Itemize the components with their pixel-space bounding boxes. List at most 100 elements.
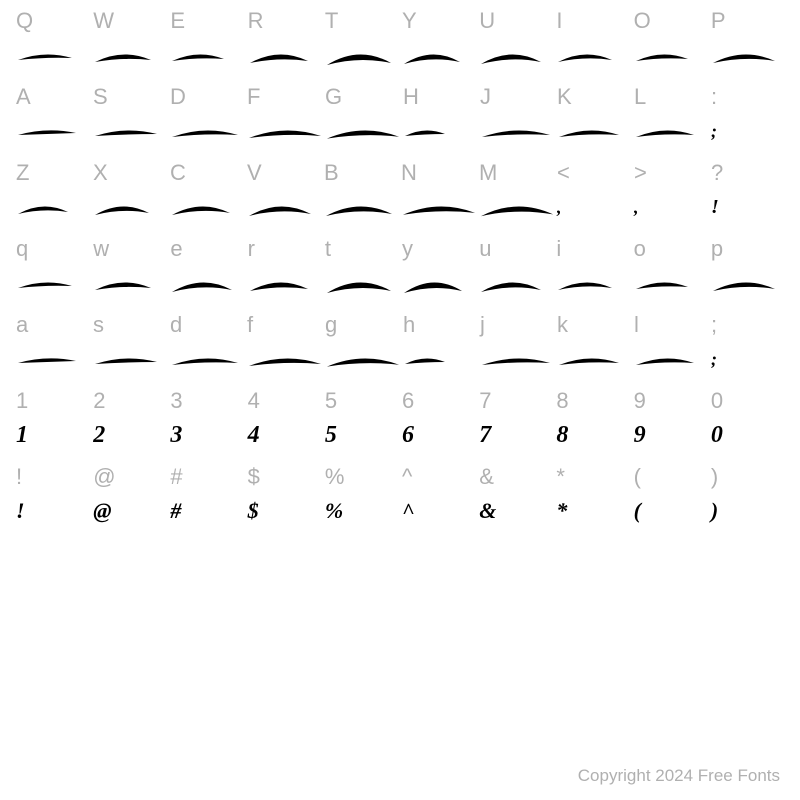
char-label: k xyxy=(555,312,568,336)
char-glyph: ( xyxy=(632,488,709,534)
char-glyph xyxy=(554,32,631,78)
char-cell: T xyxy=(323,8,400,78)
char-row: !!@@##$$%%^^&&**(()) xyxy=(14,464,786,534)
char-label: X xyxy=(91,160,108,184)
char-label: q xyxy=(14,236,28,260)
char-label: A xyxy=(14,84,31,108)
char-label: W xyxy=(91,8,114,32)
char-label: a xyxy=(14,312,28,336)
char-label: r xyxy=(246,236,255,260)
char-glyph xyxy=(168,32,245,78)
char-cell: !! xyxy=(14,464,91,534)
char-label: 8 xyxy=(554,388,568,412)
char-glyph xyxy=(246,32,323,78)
char-cell: )) xyxy=(709,464,786,534)
char-cell: %% xyxy=(323,464,400,534)
char-label: 4 xyxy=(246,388,260,412)
char-glyph: ^ xyxy=(400,488,477,534)
char-label: u xyxy=(477,236,491,260)
char-cell: l xyxy=(632,312,709,382)
char-glyph: ; xyxy=(709,336,786,382)
char-cell: H xyxy=(401,84,478,154)
char-cell: y xyxy=(400,236,477,306)
char-label: ^ xyxy=(400,464,412,488)
char-glyph xyxy=(400,260,477,306)
char-row: ASDFGHJKL:; xyxy=(14,84,786,154)
char-cell: M xyxy=(477,160,555,230)
char-cell: 22 xyxy=(91,388,168,458)
char-label: j xyxy=(478,312,485,336)
char-cell: && xyxy=(477,464,554,534)
char-glyph: , xyxy=(555,184,632,230)
char-cell: t xyxy=(323,236,400,306)
char-glyph xyxy=(478,336,555,382)
char-cell: s xyxy=(91,312,168,382)
char-cell: 00 xyxy=(709,388,786,458)
char-cell: 55 xyxy=(323,388,400,458)
char-glyph xyxy=(91,260,168,306)
char-cell: A xyxy=(14,84,91,154)
char-cell: E xyxy=(168,8,245,78)
char-cell: D xyxy=(168,84,245,154)
char-row: QWERTYUIOP xyxy=(14,8,786,78)
char-glyph xyxy=(168,108,245,154)
char-cell: X xyxy=(91,160,168,230)
char-glyph xyxy=(245,184,322,230)
copyright-text: Copyright 2024 Free Fonts xyxy=(578,766,780,786)
char-cell: 88 xyxy=(554,388,631,458)
char-glyph: 0 xyxy=(709,412,786,458)
char-glyph xyxy=(322,184,399,230)
char-label: C xyxy=(168,160,186,184)
char-label: M xyxy=(477,160,497,184)
char-label: L xyxy=(632,84,646,108)
char-glyph xyxy=(91,108,168,154)
char-glyph: 2 xyxy=(91,412,168,458)
char-cell: <, xyxy=(555,160,632,230)
char-cell: $$ xyxy=(246,464,323,534)
char-label: G xyxy=(323,84,342,108)
char-glyph: 9 xyxy=(632,412,709,458)
char-glyph xyxy=(14,260,91,306)
char-cell: S xyxy=(91,84,168,154)
char-label: p xyxy=(709,236,723,260)
char-glyph xyxy=(323,336,401,382)
char-cell: h xyxy=(401,312,478,382)
char-row: ZXCVBNM<,>,?! xyxy=(14,160,786,230)
char-label: 0 xyxy=(709,388,723,412)
char-cell: C xyxy=(168,160,245,230)
char-cell: W xyxy=(91,8,168,78)
char-label: I xyxy=(554,8,562,32)
char-cell: K xyxy=(555,84,632,154)
char-cell: ** xyxy=(554,464,631,534)
char-label: D xyxy=(168,84,186,108)
char-label: g xyxy=(323,312,337,336)
char-cell: 66 xyxy=(400,388,477,458)
char-cell: f xyxy=(245,312,323,382)
char-label: B xyxy=(322,160,339,184)
char-glyph xyxy=(399,184,477,230)
char-glyph: # xyxy=(168,488,245,534)
char-cell: p xyxy=(709,236,786,306)
char-glyph xyxy=(323,32,400,78)
char-cell: 44 xyxy=(246,388,323,458)
char-cell: Y xyxy=(400,8,477,78)
char-glyph xyxy=(478,108,555,154)
char-label: 2 xyxy=(91,388,105,412)
char-cell: u xyxy=(477,236,554,306)
char-cell: e xyxy=(168,236,245,306)
char-glyph xyxy=(477,260,554,306)
char-glyph xyxy=(632,260,709,306)
char-label: w xyxy=(91,236,109,260)
char-label: ( xyxy=(632,464,641,488)
char-label: & xyxy=(477,464,494,488)
char-glyph: % xyxy=(323,488,400,534)
char-glyph: 1 xyxy=(14,412,91,458)
char-label: : xyxy=(709,84,717,108)
char-label: t xyxy=(323,236,331,260)
char-glyph xyxy=(401,108,478,154)
char-row: 11223344556677889900 xyxy=(14,388,786,458)
char-glyph: 3 xyxy=(168,412,245,458)
char-glyph xyxy=(91,184,168,230)
char-glyph xyxy=(709,260,786,306)
char-glyph xyxy=(168,336,245,382)
